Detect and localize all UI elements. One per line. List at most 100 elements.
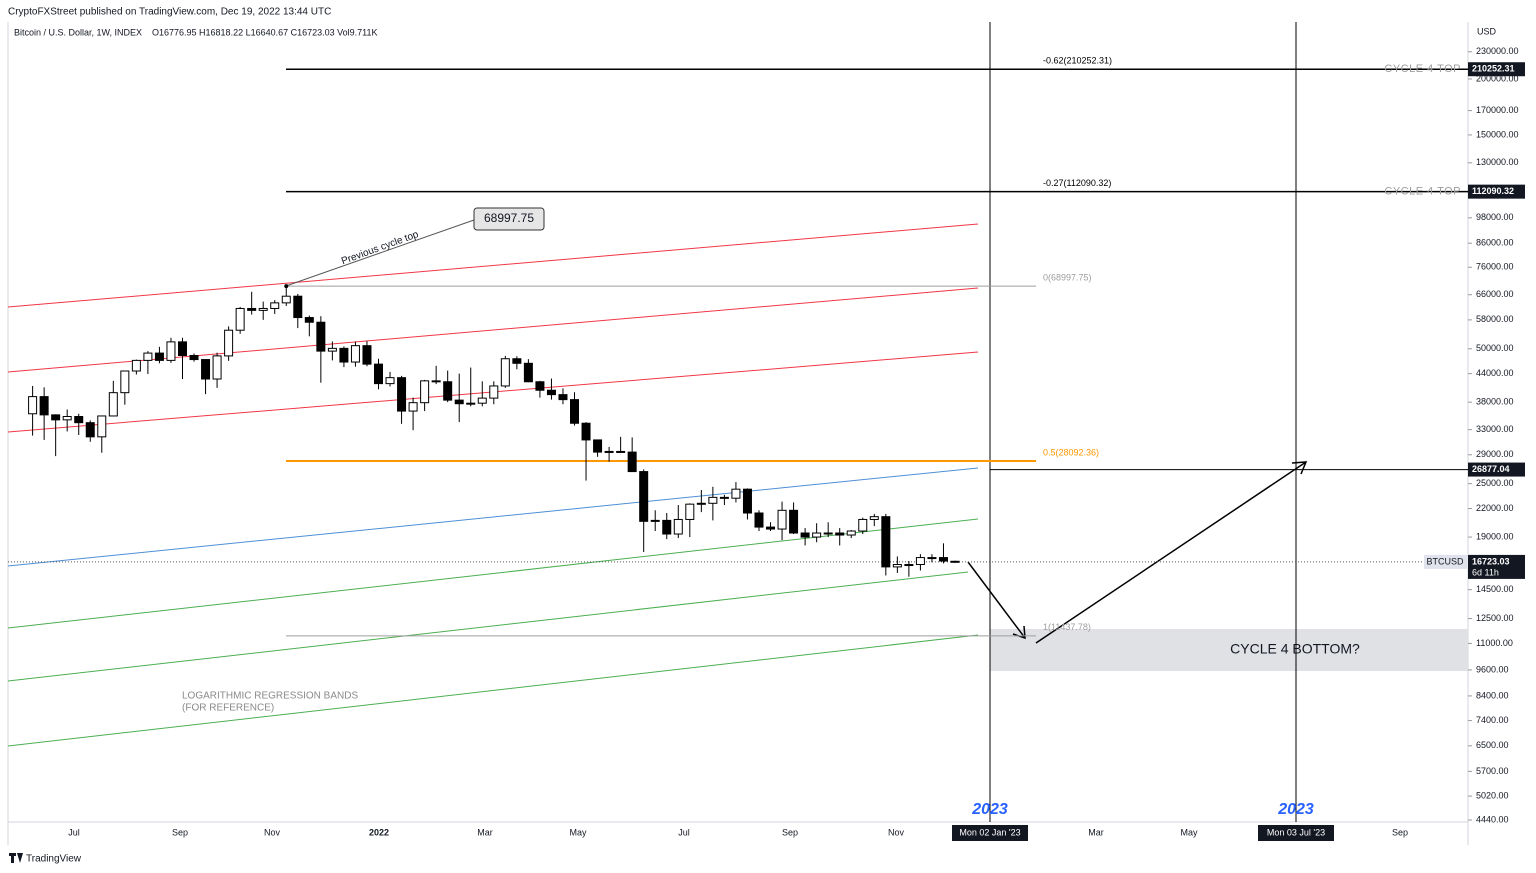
symbol-label: BTCUSD xyxy=(1426,556,1464,566)
candle-body xyxy=(696,502,706,505)
x-tick-label: May xyxy=(1180,827,1198,837)
bands-note: (FOR REFERENCE) xyxy=(182,703,274,714)
candle-body xyxy=(258,307,268,311)
candle-body xyxy=(201,359,211,380)
candle-body xyxy=(800,532,810,538)
x-tick-label: May xyxy=(569,827,587,837)
fib-label: 0.5(28092.36) xyxy=(1043,447,1099,457)
band-line xyxy=(7,634,979,747)
candle-body xyxy=(673,518,683,535)
y-tick-label: 230000.00 xyxy=(1476,46,1519,56)
candle-body xyxy=(420,380,430,404)
price-box xyxy=(1468,184,1525,199)
date-marker-box xyxy=(1258,825,1334,841)
candle-body xyxy=(143,352,153,361)
candle-body xyxy=(650,519,660,522)
y-tick-label: 6500.00 xyxy=(1476,740,1509,750)
publisher: CryptoFXStreet published on TradingView.… xyxy=(8,7,331,18)
y-tick-label: 200000.00 xyxy=(1476,73,1519,83)
candle-body xyxy=(154,352,164,361)
y-tick-label: 38000.00 xyxy=(1476,397,1514,407)
candle-body xyxy=(74,416,84,424)
candle-body xyxy=(374,363,383,385)
logo-mark xyxy=(9,853,23,863)
candle-body xyxy=(120,370,130,394)
candles xyxy=(28,286,960,577)
candle-body xyxy=(685,503,695,520)
candle-body xyxy=(846,530,856,536)
y-tick-label: 170000.00 xyxy=(1476,105,1519,115)
y-tick-label: 22000.00 xyxy=(1476,503,1514,513)
band-line xyxy=(7,223,979,308)
candle-body xyxy=(500,358,510,387)
candle-body xyxy=(858,518,868,532)
chart-title: Bitcoin / U.S. Dollar, 1W, INDEX xyxy=(14,27,142,37)
level-tag: CYCLE 4 TOP xyxy=(1384,186,1461,198)
candle-body xyxy=(904,564,914,567)
candle-body xyxy=(754,512,764,528)
candle-body xyxy=(477,397,487,404)
fib-label: 1(11437.78) xyxy=(1043,622,1091,632)
candle-body xyxy=(823,532,833,535)
y-tick-label: 66000.00 xyxy=(1476,289,1514,299)
candle-body xyxy=(247,307,257,311)
bottom-label: CYCLE 4 BOTTOM? xyxy=(1230,641,1360,657)
price-box xyxy=(1468,462,1525,477)
y-tick-label: 19000.00 xyxy=(1476,531,1514,541)
previous-top-point xyxy=(284,284,289,289)
y-tick-label: 8400.00 xyxy=(1476,690,1509,700)
candle-body xyxy=(316,321,326,352)
candle-body xyxy=(224,329,234,357)
candle-body xyxy=(777,509,787,530)
price-box xyxy=(1468,62,1525,77)
candle-body xyxy=(915,557,925,566)
candle-body xyxy=(719,496,729,499)
y-tick-label: 11000.00 xyxy=(1476,638,1513,648)
fib-label: -0.27(112090.32) xyxy=(1043,178,1111,188)
y-tick-label: 9600.00 xyxy=(1476,664,1509,674)
x-tick-label: Mar xyxy=(1088,827,1104,837)
candle-body xyxy=(927,557,937,560)
candle-body xyxy=(466,402,476,405)
candle-body xyxy=(593,439,603,453)
candle-body xyxy=(535,381,545,391)
x-tick-label: Nov xyxy=(264,827,281,837)
countdown: 6d 11h xyxy=(1472,567,1499,577)
price-box-value: 16723.03 xyxy=(1472,556,1510,566)
level-tag: CYCLE 4 TOP xyxy=(1384,63,1461,75)
date-marker-year: 2023 xyxy=(971,801,1008,818)
candle-body xyxy=(789,509,799,534)
candle-body xyxy=(950,560,960,563)
candle-body xyxy=(327,347,337,352)
candle-body xyxy=(408,402,418,412)
candle-body xyxy=(28,396,38,415)
y-tick-label: 33000.00 xyxy=(1476,424,1514,434)
arrow-line xyxy=(967,561,1026,639)
candle-body xyxy=(489,385,499,399)
candle-body xyxy=(512,358,522,364)
candle-body xyxy=(85,422,95,438)
symbol-box xyxy=(1424,554,1467,569)
y-tick-label: 98000.00 xyxy=(1476,212,1514,222)
candle-body xyxy=(362,345,372,365)
price-box-value: 210252.31 xyxy=(1472,64,1515,74)
candle-body xyxy=(270,302,280,309)
candle-body xyxy=(39,396,49,416)
y-tick-label: 50000.00 xyxy=(1476,343,1514,353)
candle-body xyxy=(881,516,891,568)
x-tick-label: Nov xyxy=(888,827,905,837)
candle-body xyxy=(766,526,776,530)
y-tick-label: 44000.00 xyxy=(1476,368,1514,378)
date-marker-year: 2023 xyxy=(1277,801,1314,818)
candle-body xyxy=(892,564,902,568)
y-tick-label: 7400.00 xyxy=(1476,715,1509,725)
candle-body xyxy=(570,399,580,424)
candle-body xyxy=(938,557,948,562)
y-tick-label: 12500.00 xyxy=(1476,613,1514,623)
y-tick-label: 14500.00 xyxy=(1476,584,1514,594)
candle-body xyxy=(431,380,441,383)
candle-body xyxy=(235,307,245,331)
arrow-line xyxy=(1035,461,1307,644)
candle-body xyxy=(166,341,176,361)
